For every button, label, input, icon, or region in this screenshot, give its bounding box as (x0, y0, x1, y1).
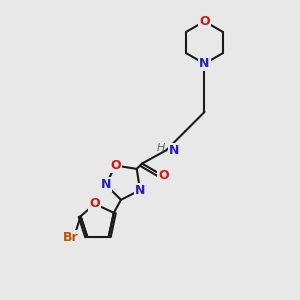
Text: N: N (199, 57, 210, 70)
Text: O: O (110, 159, 121, 172)
Text: H: H (157, 143, 165, 153)
Text: O: O (89, 197, 100, 210)
Text: Br: Br (62, 231, 78, 244)
Text: N: N (169, 144, 180, 157)
Text: N: N (135, 184, 145, 196)
Text: N: N (100, 178, 111, 191)
Text: O: O (158, 169, 169, 182)
Text: O: O (199, 15, 210, 28)
